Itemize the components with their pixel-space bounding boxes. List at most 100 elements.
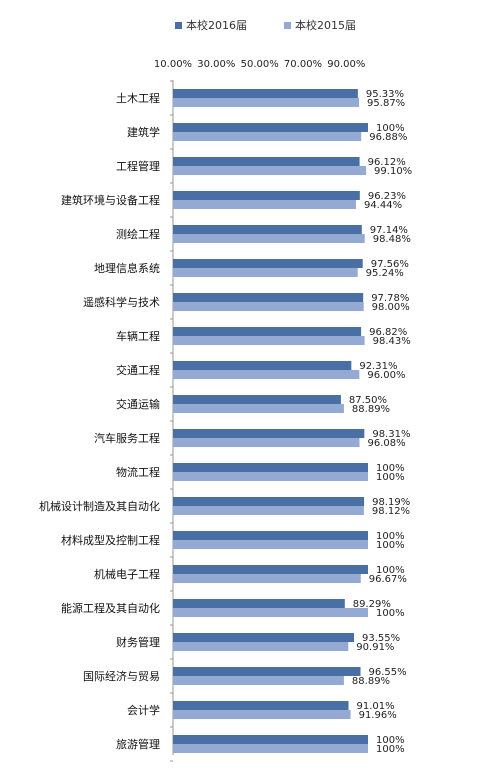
category-label: 国际经济与贸易: [83, 669, 160, 683]
data-label-series-1: 95.33%: [366, 89, 404, 100]
bar-series-1: [173, 599, 345, 608]
bar-series-2: [173, 608, 368, 617]
data-label-series-1: 96.55%: [369, 667, 407, 678]
bar-series-1: [173, 395, 341, 404]
category-label: 测绘工程: [116, 227, 160, 241]
category-label: 机械电子工程: [94, 567, 160, 581]
category-label: 机械设计制造及其自动化: [39, 499, 160, 513]
data-label-series-1: 98.19%: [372, 497, 410, 508]
bar-series-2: [173, 302, 364, 311]
legend-label-1: 本校2016届: [186, 18, 247, 32]
data-label-series-1: 93.55%: [362, 633, 400, 644]
legend-label-2: 本校2015届: [295, 18, 356, 32]
data-label-series-1: 92.31%: [359, 361, 397, 372]
bar-series-1: [173, 191, 360, 200]
category-label: 能源工程及其自动化: [61, 601, 160, 615]
bar-series-1: [173, 633, 355, 642]
bar-series-1: [173, 361, 352, 370]
bar-series-1: [173, 667, 361, 676]
bar-series-2: [173, 132, 362, 141]
bar-series-2: [173, 710, 351, 719]
bar-series-2: [173, 268, 358, 277]
data-label-series-2: 88.89%: [352, 676, 390, 687]
bar-series-2: [173, 370, 360, 379]
category-label: 土木工程: [116, 92, 160, 105]
data-label-series-1: 100%: [376, 735, 405, 746]
data-label-series-1: 97.14%: [370, 225, 408, 236]
data-label-series-2: 100%: [376, 472, 405, 483]
data-label-series-2: 99.10%: [374, 166, 412, 177]
data-label-series-2: 88.89%: [352, 404, 390, 415]
bar-series-1: [173, 497, 365, 506]
data-label-series-1: 100%: [376, 565, 405, 576]
data-label-series-2: 98.43%: [373, 336, 411, 347]
data-label-series-1: 91.01%: [357, 701, 395, 712]
category-label: 财务管理: [116, 635, 160, 649]
x-tick-label: 70.00%: [284, 59, 322, 70]
data-label-series-1: 100%: [376, 463, 405, 474]
bar-series-2: [173, 676, 344, 685]
bar-series-2: [173, 642, 349, 651]
data-label-series-2: 94.44%: [364, 200, 402, 211]
data-label-series-1: 96.12%: [368, 157, 406, 168]
bar-series-1: [173, 123, 368, 132]
data-label-series-2: 100%: [376, 744, 405, 755]
data-label-series-2: 100%: [376, 608, 405, 619]
x-tick-label: 10.00%: [154, 59, 192, 70]
data-label-series-2: 98.12%: [372, 506, 410, 517]
bar-series-2: [173, 540, 368, 549]
data-label-series-1: 87.50%: [349, 395, 387, 406]
data-label-series-2: 90.91%: [356, 642, 394, 653]
bar-series-1: [173, 735, 368, 744]
data-label-series-2: 96.67%: [369, 574, 407, 585]
data-label-series-2: 98.48%: [373, 234, 411, 245]
category-label: 物流工程: [116, 465, 160, 479]
data-label-series-2: 96.00%: [367, 370, 405, 381]
bar-series-1: [173, 293, 364, 302]
data-label-series-1: 89.29%: [353, 599, 391, 610]
bar-series-2: [173, 744, 368, 753]
data-label-series-2: 95.87%: [367, 98, 405, 109]
category-label: 遥感科学与技术: [83, 295, 160, 309]
category-label: 汽车服务工程: [94, 431, 160, 445]
bar-series-1: [173, 429, 365, 438]
data-label-series-1: 97.56%: [371, 259, 409, 270]
category-label: 交通运输: [116, 397, 160, 411]
category-label: 工程管理: [116, 159, 160, 173]
data-label-series-1: 98.31%: [372, 429, 410, 440]
bar-series-2: [173, 200, 356, 209]
bar-series-2: [173, 574, 361, 583]
bar-series-2: [173, 404, 344, 413]
category-label: 交通工程: [116, 363, 160, 377]
legend-swatch-2: [284, 22, 291, 29]
data-label-series-2: 100%: [376, 540, 405, 551]
data-label-series-1: 100%: [376, 531, 405, 542]
bar-series-1: [173, 701, 349, 710]
category-label: 建筑环境与设备工程: [61, 193, 160, 207]
category-label: 地理信息系统: [94, 261, 160, 275]
bar-series-1: [173, 565, 368, 574]
bar-series-2: [173, 98, 360, 107]
data-label-series-2: 98.00%: [372, 302, 410, 313]
bar-series-1: [173, 327, 362, 336]
data-label-series-2: 95.24%: [366, 268, 404, 279]
data-label-series-1: 96.82%: [369, 327, 407, 338]
category-label: 建筑学: [127, 125, 160, 139]
data-label-series-1: 96.23%: [368, 191, 406, 202]
data-label-series-1: 100%: [376, 123, 405, 134]
data-label-series-1: 97.78%: [371, 293, 409, 304]
bar-series-2: [173, 336, 365, 345]
bar-series-2: [173, 438, 360, 447]
data-label-series-2: 96.08%: [368, 438, 406, 449]
bar-series-1: [173, 531, 368, 540]
bar-series-1: [173, 157, 360, 166]
bar-series-1: [173, 259, 363, 268]
x-tick-label: 50.00%: [241, 59, 279, 70]
bar-series-1: [173, 89, 358, 98]
bar-series-2: [173, 472, 368, 481]
data-label-series-2: 96.88%: [369, 132, 407, 143]
x-tick-label: 90.00%: [327, 59, 365, 70]
legend-swatch-1: [175, 22, 182, 29]
